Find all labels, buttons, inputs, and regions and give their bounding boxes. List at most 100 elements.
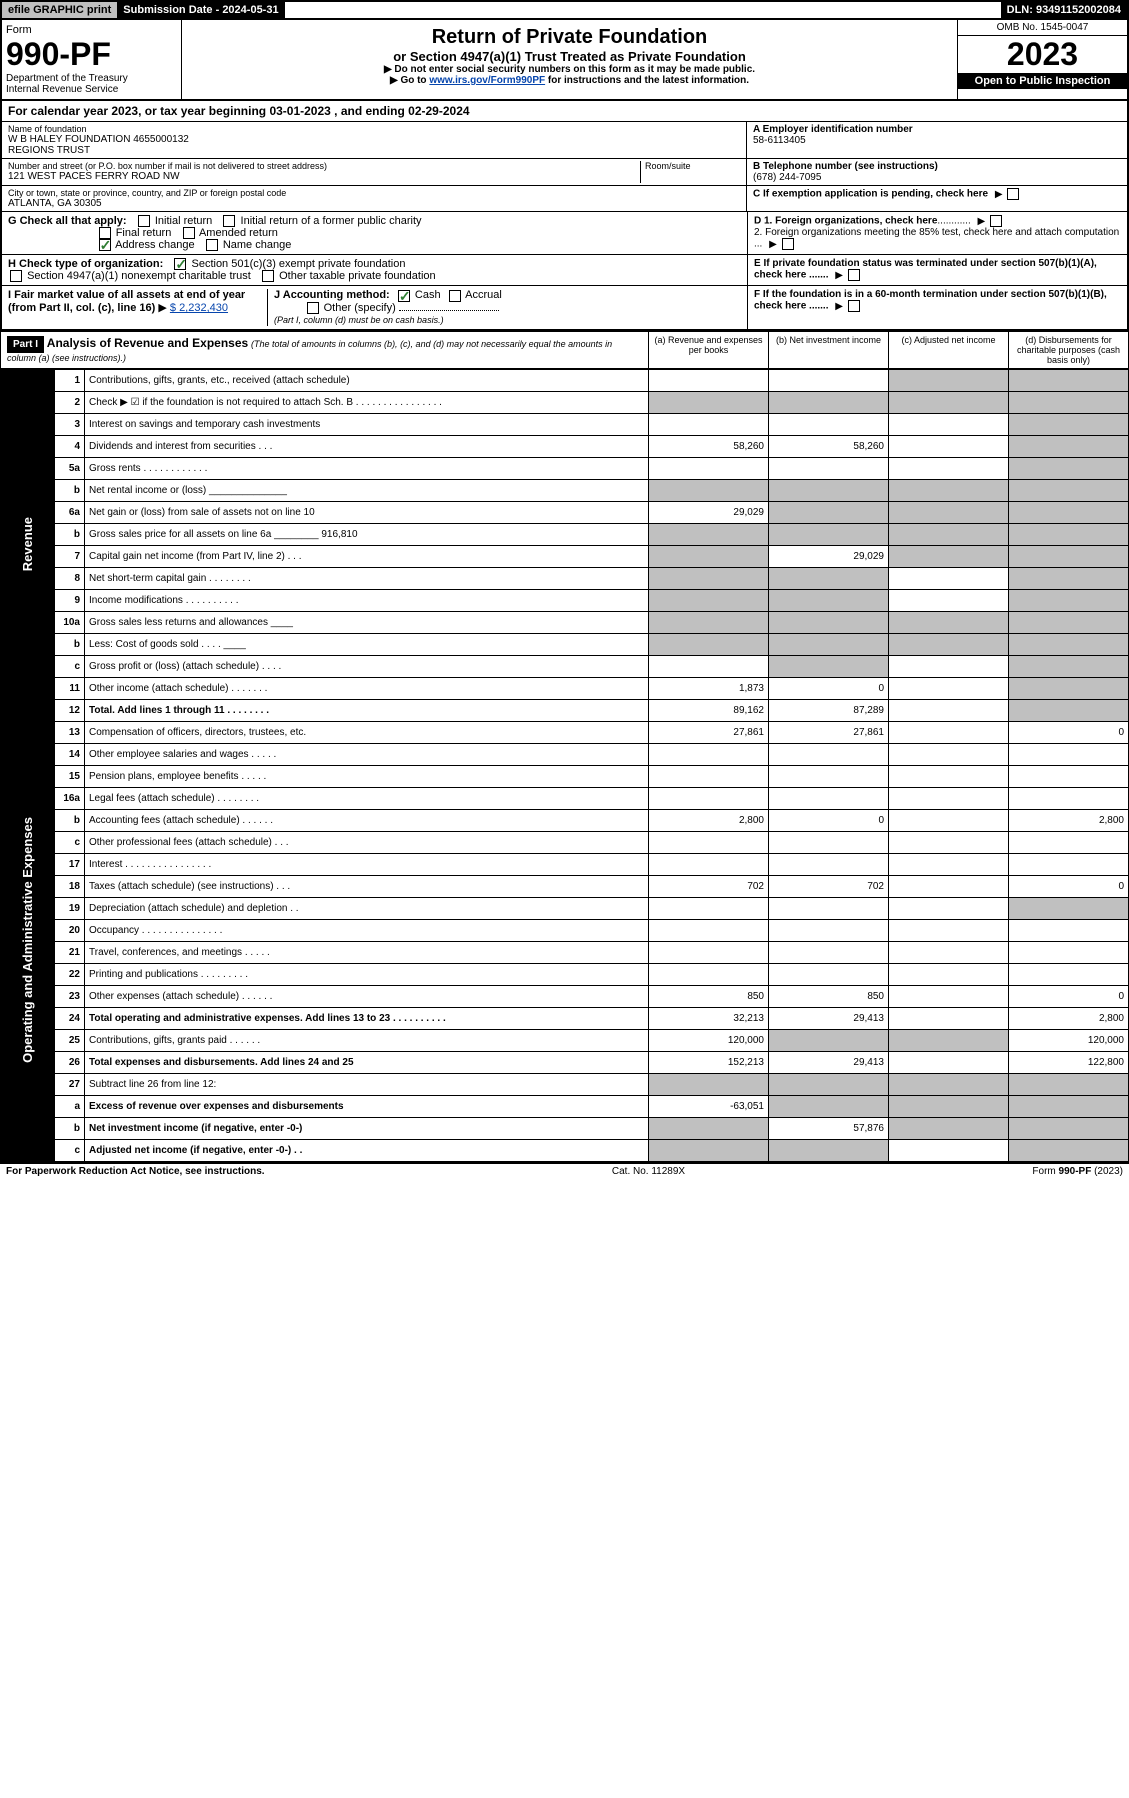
cell-c xyxy=(889,655,1009,677)
cell-c xyxy=(889,853,1009,875)
col-c: (c) Adjusted net income xyxy=(888,332,1008,368)
amended-return-cb[interactable] xyxy=(183,227,195,239)
footer-right: Form 990-PF (2023) xyxy=(1032,1166,1123,1177)
initial-former-cb[interactable] xyxy=(223,215,235,227)
irs-link[interactable]: www.irs.gov/Form990PF xyxy=(429,75,545,86)
other-specify-cb[interactable] xyxy=(307,302,319,314)
cell-c xyxy=(889,1007,1009,1029)
c-checkbox[interactable] xyxy=(1007,188,1019,200)
table-row: 7Capital gain net income (from Part IV, … xyxy=(1,545,1129,567)
cell-dd xyxy=(1009,523,1129,545)
tel-label: B Telephone number (see instructions) xyxy=(753,161,1121,172)
cell-dd xyxy=(1009,457,1129,479)
line-num: b xyxy=(55,479,85,501)
form-title: Return of Private Foundation xyxy=(188,26,951,49)
name-label: Name of foundation xyxy=(8,124,740,134)
line-num: b xyxy=(55,633,85,655)
cell-c xyxy=(889,721,1009,743)
cell-c xyxy=(889,765,1009,787)
cell-c xyxy=(889,699,1009,721)
table-row: cAdjusted net income (if negative, enter… xyxy=(1,1139,1129,1161)
cell-b xyxy=(769,941,889,963)
cell-b xyxy=(769,567,889,589)
dept-irs: Internal Revenue Service xyxy=(6,84,177,95)
line-desc: Printing and publications . . . . . . . … xyxy=(85,963,649,985)
cell-dd xyxy=(1009,831,1129,853)
cell-b xyxy=(769,765,889,787)
addr-value: 121 WEST PACES FERRY ROAD NW xyxy=(8,171,640,182)
cash-cb[interactable] xyxy=(398,290,410,302)
line-num: 24 xyxy=(55,1007,85,1029)
cell-b xyxy=(769,413,889,435)
d2-cb[interactable] xyxy=(782,238,794,250)
line-num: 21 xyxy=(55,941,85,963)
cell-a xyxy=(649,523,769,545)
cell-c xyxy=(889,611,1009,633)
cell-a xyxy=(649,567,769,589)
cell-dd xyxy=(1009,677,1129,699)
other-taxable-cb[interactable] xyxy=(262,270,274,282)
cell-b: 702 xyxy=(769,875,889,897)
cell-c xyxy=(889,1029,1009,1051)
line-desc: Pension plans, employee benefits . . . .… xyxy=(85,765,649,787)
d1-cb[interactable] xyxy=(990,215,1002,227)
cell-dd xyxy=(1009,1139,1129,1161)
table-row: 12Total. Add lines 1 through 11 . . . . … xyxy=(1,699,1129,721)
cell-b xyxy=(769,1139,889,1161)
cell-c xyxy=(889,677,1009,699)
address-change-cb[interactable] xyxy=(99,239,111,251)
table-row: 10aGross sales less returns and allowanc… xyxy=(1,611,1129,633)
cell-a: 58,260 xyxy=(649,435,769,457)
cell-c xyxy=(889,567,1009,589)
cell-a: 32,213 xyxy=(649,1007,769,1029)
line-num: 8 xyxy=(55,567,85,589)
cell-b: 29,413 xyxy=(769,1051,889,1073)
cell-a xyxy=(649,479,769,501)
cell-dd xyxy=(1009,743,1129,765)
line-desc: Occupancy . . . . . . . . . . . . . . . xyxy=(85,919,649,941)
501c3-cb[interactable] xyxy=(174,258,186,270)
line-desc: Net gain or (loss) from sale of assets n… xyxy=(85,501,649,523)
cell-dd: 2,800 xyxy=(1009,809,1129,831)
cell-dd xyxy=(1009,1117,1129,1139)
cell-c xyxy=(889,963,1009,985)
table-row: 26Total expenses and disbursements. Add … xyxy=(1,1051,1129,1073)
e-cb[interactable] xyxy=(848,269,860,281)
cell-b xyxy=(769,1073,889,1095)
cell-b xyxy=(769,633,889,655)
cell-dd xyxy=(1009,655,1129,677)
fmv-value[interactable]: $ 2,232,430 xyxy=(170,302,228,314)
cash: Cash xyxy=(415,289,441,301)
accrual-cb[interactable] xyxy=(449,290,461,302)
cell-c xyxy=(889,457,1009,479)
e-label: E If private foundation status was termi… xyxy=(754,258,1097,281)
room-label: Room/suite xyxy=(640,161,740,183)
h-label: H Check type of organization: xyxy=(8,258,163,270)
cell-dd xyxy=(1009,567,1129,589)
line-desc: Other employee salaries and wages . . . … xyxy=(85,743,649,765)
cell-b: 27,861 xyxy=(769,721,889,743)
d2-label: 2. Foreign organizations meeting the 85%… xyxy=(754,227,1119,250)
f-cb[interactable] xyxy=(848,300,860,312)
line-num: 18 xyxy=(55,875,85,897)
cell-a xyxy=(649,545,769,567)
line-desc: Excess of revenue over expenses and disb… xyxy=(85,1095,649,1117)
efile-label[interactable]: efile GRAPHIC print xyxy=(2,2,117,18)
line-desc: Income modifications . . . . . . . . . . xyxy=(85,589,649,611)
cell-c xyxy=(889,1139,1009,1161)
table-row: bNet investment income (if negative, ent… xyxy=(1,1117,1129,1139)
line-desc: Dividends and interest from securities .… xyxy=(85,435,649,457)
part1-label: Part I xyxy=(7,336,44,353)
cell-dd xyxy=(1009,391,1129,413)
4947-cb[interactable] xyxy=(10,270,22,282)
cell-b xyxy=(769,457,889,479)
line-num: 2 xyxy=(55,391,85,413)
cell-b: 850 xyxy=(769,985,889,1007)
initial-return-cb[interactable] xyxy=(138,215,150,227)
table-row: 27Subtract line 26 from line 12: xyxy=(1,1073,1129,1095)
cell-c xyxy=(889,787,1009,809)
table-row: 22Printing and publications . . . . . . … xyxy=(1,963,1129,985)
goto-note: ▶ Go to www.irs.gov/Form990PF for instru… xyxy=(188,75,951,86)
name-change-cb[interactable] xyxy=(206,239,218,251)
cell-dd xyxy=(1009,435,1129,457)
